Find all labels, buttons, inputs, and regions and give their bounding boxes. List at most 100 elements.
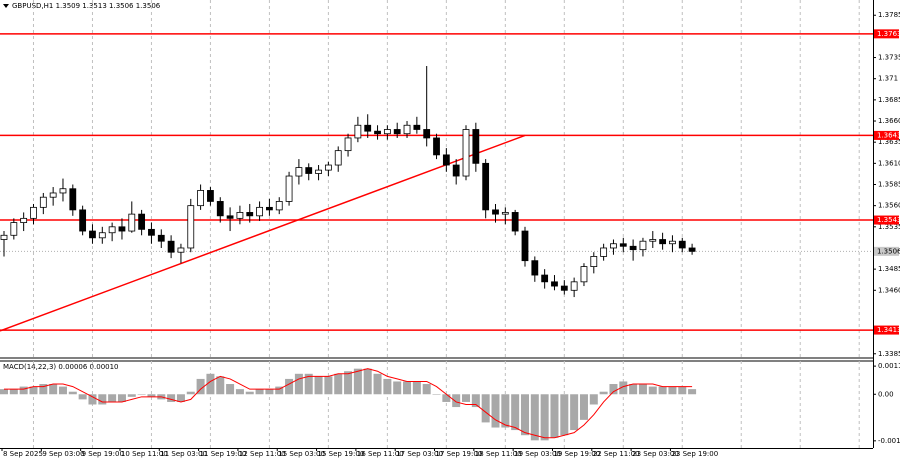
candle-body: [167, 240, 175, 253]
candle-body: [285, 175, 293, 202]
candle-body: [521, 230, 529, 262]
candle-body: [59, 188, 67, 194]
macd-bar: [393, 381, 402, 395]
candle-body: [266, 206, 273, 211]
x-tick-label: 15 Sep 03:00: [278, 450, 325, 458]
candle-body: [89, 230, 96, 239]
macd-bar: [501, 394, 510, 428]
x-tick-label: 8 Sep 2025: [3, 450, 43, 458]
candle-body: [669, 240, 676, 245]
candle-body: [216, 201, 224, 217]
macd-bar: [668, 386, 677, 395]
candle-body: [541, 274, 549, 283]
candle-body: [315, 169, 322, 174]
macd-bar: [206, 373, 215, 395]
macd-bar: [462, 394, 471, 402]
macd-bar: [29, 386, 38, 395]
candle-body: [108, 226, 116, 234]
candle-body: [649, 239, 657, 242]
candle-body: [472, 129, 480, 164]
macd-bar: [88, 394, 97, 405]
macd-bar: [19, 386, 28, 395]
macd-bar: [403, 381, 412, 395]
candle-body: [275, 201, 283, 211]
candle-body: [246, 212, 254, 217]
macd-bar: [520, 394, 529, 436]
macd-bar: [255, 389, 264, 395]
level-label: 1.3643: [877, 131, 900, 139]
y-tick-label: 0.00: [878, 390, 894, 398]
macd-bar: [688, 389, 697, 395]
macd-bar: [78, 394, 87, 400]
candle-body: [482, 162, 490, 211]
x-tick-label: 22 Sep 11:00: [593, 450, 640, 458]
y-tick-label: 1.3535: [878, 223, 900, 231]
candle-body: [393, 129, 401, 135]
candle-body: [118, 226, 126, 232]
candle-body: [570, 281, 578, 291]
candle-body: [305, 167, 313, 174]
y-tick-label: 1.3585: [878, 181, 900, 189]
macd-bar: [117, 394, 126, 402]
candle-body: [128, 213, 136, 232]
candle-body: [531, 260, 539, 276]
candle-body: [30, 206, 37, 219]
x-tick-label: 17 Sep 19:00: [436, 450, 483, 458]
x-tick-label: 15 Sep 19:00: [318, 450, 365, 458]
macd-bar: [442, 394, 451, 402]
x-tick-label: 19 Sep 03:00: [514, 450, 561, 458]
last-price-label: 1.3506: [877, 247, 900, 255]
y-tick-label: 1.371: [878, 75, 898, 83]
candle-body: [10, 222, 18, 236]
candle-body: [0, 234, 8, 240]
macd-bar: [245, 391, 254, 395]
macd-bar: [314, 376, 323, 395]
candle-body: [148, 228, 155, 236]
candle-body: [177, 247, 185, 253]
macd-bar: [275, 386, 284, 395]
macd-bar: [629, 384, 638, 395]
x-tick-label: 17 Sep 03:00: [396, 450, 443, 458]
x-tick-label: 19 Sep 19:00: [553, 450, 600, 458]
macd-bar: [108, 394, 117, 402]
level-label-box: [874, 130, 899, 140]
macd-bar: [638, 384, 647, 395]
candle-body: [413, 124, 421, 130]
candle-body: [383, 129, 391, 135]
level-label-box: [874, 325, 899, 335]
macd-bar: [137, 394, 146, 395]
macd-bar: [648, 386, 657, 395]
candle-body: [334, 150, 342, 166]
macd-bar: [176, 394, 185, 402]
candle-body: [629, 245, 637, 251]
macd-bar: [216, 376, 225, 395]
candle-body: [619, 243, 627, 247]
candle-body: [236, 212, 244, 219]
macd-bar: [196, 378, 205, 395]
macd-bar: [540, 394, 549, 441]
y-tick-label: 1.3385: [878, 350, 900, 358]
macd-bar: [39, 384, 48, 395]
candle-body: [39, 196, 47, 208]
x-tick-label: 23 Sep 03:00: [632, 450, 679, 458]
x-tick-label: 9 Sep 19:00: [82, 450, 124, 458]
candle-body: [79, 209, 87, 232]
candle-body: [324, 164, 332, 171]
macd-bar: [481, 394, 490, 423]
y-tick-label: 1.3735: [878, 54, 900, 62]
level-label: 1.3413: [877, 326, 900, 334]
symbol-marker: [3, 4, 9, 8]
macd-bar: [9, 389, 18, 395]
candle-body: [580, 266, 588, 283]
macd-bar: [491, 394, 500, 428]
candle-body: [374, 130, 381, 135]
macd-bar: [0, 389, 8, 395]
candle-body: [256, 206, 263, 217]
macd-bar: [471, 394, 480, 408]
candle-body: [462, 129, 470, 177]
macd-bar: [422, 384, 431, 395]
candle-body: [226, 215, 234, 219]
candle-body: [501, 212, 509, 215]
y-tick-label: 1.3635: [878, 138, 900, 146]
